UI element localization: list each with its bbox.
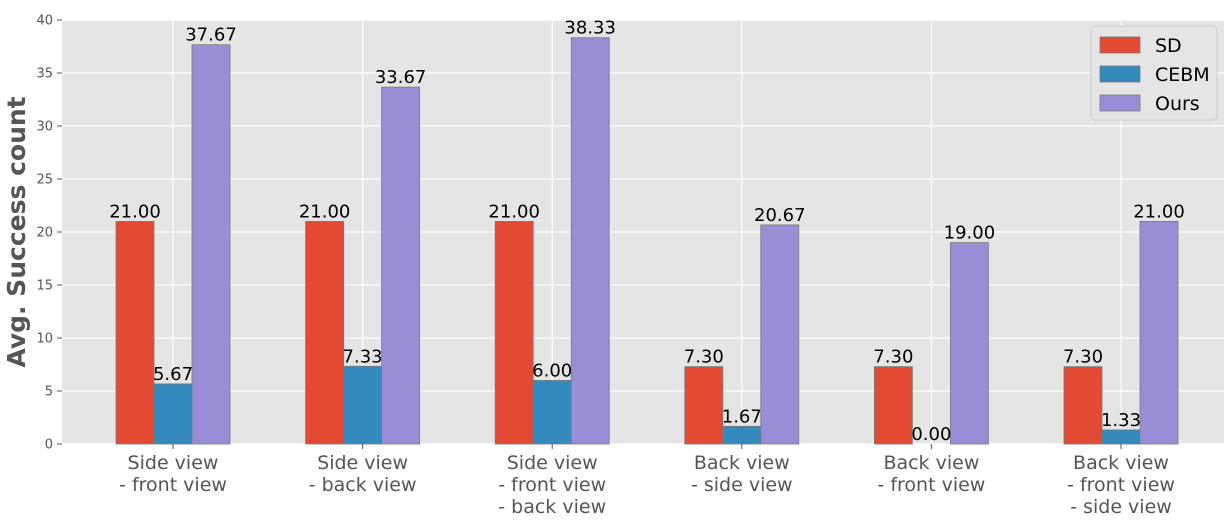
value-labels: 21.00 21.00 21.00 7.30 7.30 7.30 5.67 7.33 6.00 1… [109, 18, 1185, 445]
value-label-sd-3: 7.30 [684, 347, 724, 368]
bar-sd-4 [874, 366, 913, 445]
x-tick-label-line: Side view [507, 452, 598, 474]
y-tick-label: 25 [36, 173, 53, 188]
x-tick-label-line: - front view [877, 474, 985, 496]
bar-sd-2 [494, 220, 534, 445]
value-label-ours-2: 38.33 [564, 18, 616, 39]
x-tick-label-line: - back view [309, 474, 417, 496]
value-label-sd-5: 7.30 [1063, 347, 1103, 368]
bar-sd-0 [115, 220, 155, 445]
x-tick-label-line: - front view [119, 474, 227, 496]
y-axis-ticks: 0 5 10 15 20 25 30 35 40 [36, 14, 62, 453]
value-label-sd-4: 7.30 [873, 347, 913, 368]
y-tick-label: 40 [36, 14, 53, 29]
x-tick-label: Back view - side view [691, 452, 793, 496]
value-label-cebm-1: 7.33 [343, 346, 383, 367]
bar-ours-4 [950, 242, 989, 445]
y-tick-label: 0 [45, 438, 53, 453]
y-tick-label: 20 [36, 226, 53, 241]
value-label-cebm-2: 6.00 [532, 360, 572, 381]
bar-ours-3 [760, 224, 800, 445]
x-tick-label-line: Side view [317, 452, 408, 474]
x-tick-label: Side view - front view - back view [498, 452, 606, 518]
y-tick-label: 5 [45, 385, 53, 400]
value-label-cebm-4: 0.00 [911, 424, 951, 445]
x-tick-label: Back view - front view [877, 452, 985, 496]
value-label-sd-1: 21.00 [299, 201, 351, 222]
value-label-ours-0: 37.67 [185, 25, 237, 46]
y-tick-label: 10 [36, 332, 53, 347]
value-label-ours-3: 20.67 [754, 205, 806, 226]
bars [115, 37, 1179, 445]
bar-sd-1 [305, 220, 345, 445]
legend-label-cebm: CEBM [1155, 64, 1210, 86]
bar-sd-3 [684, 366, 724, 445]
y-axis-title: Avg. Success count [2, 96, 31, 367]
bar-ours-5 [1139, 220, 1179, 445]
y-tick-label: 30 [36, 120, 53, 135]
bar-sd-5 [1063, 366, 1103, 445]
value-label-ours-5: 21.00 [1133, 201, 1185, 222]
bar-cebm-0 [153, 383, 193, 445]
x-tick-label: Side view - back view [309, 452, 417, 496]
legend-swatch-sd [1099, 36, 1141, 54]
bar-cebm-3 [722, 425, 762, 445]
value-label-cebm-3: 1.67 [722, 406, 762, 427]
value-label-sd-0: 21.00 [109, 201, 161, 222]
bar-cebm-1 [343, 365, 383, 445]
legend: SD CEBM Ours [1090, 25, 1218, 121]
y-tick-label: 15 [36, 279, 53, 294]
x-tick-label-line: Back view [883, 452, 979, 474]
value-label-sd-2: 21.00 [488, 201, 540, 222]
legend-label-sd: SD [1155, 35, 1182, 57]
x-tick-label-line: - side view [691, 474, 793, 496]
bar-ours-1 [381, 86, 421, 445]
bar-ours-0 [191, 44, 231, 445]
value-label-ours-1: 33.67 [375, 67, 427, 88]
x-tick-label-line: Side view [128, 452, 219, 474]
x-tick-label-line: Back view [694, 452, 790, 474]
x-tick-label: Back view - front view - side view [1067, 452, 1175, 518]
legend-label-ours: Ours [1155, 93, 1200, 115]
x-tick-label-line: - front view [1067, 474, 1175, 496]
bar-cebm-2 [532, 379, 572, 445]
value-label-ours-4: 19.00 [944, 223, 996, 244]
bar-ours-2 [570, 37, 610, 445]
value-label-cebm-5: 1.33 [1101, 410, 1141, 431]
value-label-cebm-0: 5.67 [153, 364, 193, 385]
bar-cebm-5 [1101, 429, 1141, 445]
x-tick-label-line: - side view [1070, 496, 1172, 518]
y-tick-label: 35 [36, 67, 53, 82]
legend-swatch-ours [1099, 94, 1141, 112]
x-tick-label-line: - back view [498, 496, 606, 518]
x-tick-label-line: Back view [1073, 452, 1169, 474]
legend-swatch-cebm [1099, 65, 1141, 83]
x-tick-label: Side view - front view [119, 452, 227, 496]
x-tick-label-line: - front view [498, 474, 606, 496]
